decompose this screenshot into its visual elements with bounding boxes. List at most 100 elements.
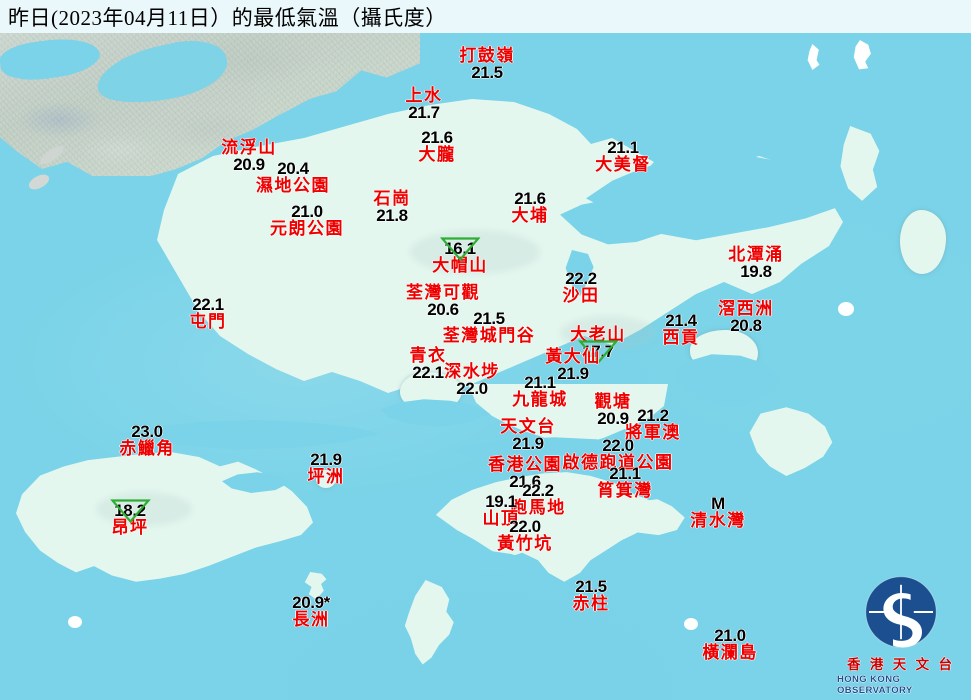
station-value-lau-fau-shan: 20.9 — [233, 155, 265, 174]
station-the-peak[interactable]: 19.1 山頂 — [483, 493, 520, 527]
station-value-hong-kong-park: 21.6 — [509, 472, 541, 491]
station-hong-kong-park[interactable]: 香港公園 21.6 — [488, 456, 562, 490]
station-name-tai-po: 大埔 — [511, 206, 549, 225]
station-name-tates-cairn: 大老山 — [570, 325, 626, 344]
station-value-tai-mei-tuk: 21.1 — [607, 138, 639, 157]
station-value-ngong-ping: 18.2 — [114, 501, 146, 520]
station-name-stanley: 赤柱 — [572, 594, 610, 613]
station-name-tsuen-wan-shing-mun-valley: 荃灣城門谷 — [442, 326, 536, 345]
station-reading-peng-chau: 21.9 — [308, 451, 345, 468]
station-name-sai-kung: 西貢 — [662, 328, 700, 347]
station-tai-po[interactable]: 21.6 大埔 — [512, 190, 549, 224]
station-peng-chau[interactable]: 21.9 坪洲 — [308, 451, 345, 485]
station-value-stanley: 21.5 — [575, 577, 607, 596]
station-reading-happy-valley: 22.2 — [510, 482, 566, 499]
station-value-sheung-shui: 21.7 — [408, 103, 440, 122]
station-value-chek-lap-kok: 23.0 — [131, 422, 163, 441]
station-tuen-mun[interactable]: 22.1 屯門 — [190, 296, 227, 330]
station-reading-lau-fau-shan: 20.9 — [221, 156, 277, 173]
station-lau-fau-shan[interactable]: 流浮山 20.9 — [221, 139, 277, 173]
station-value-sai-kung: 21.4 — [665, 311, 697, 330]
station-stanley[interactable]: 21.5 赤柱 — [573, 578, 610, 612]
station-value-happy-valley: 22.2 — [522, 481, 554, 500]
station-tsuen-wan-shing-mun-valley[interactable]: 21.5 荃灣城門谷 — [443, 310, 536, 344]
station-value-kowloon-city: 21.1 — [524, 373, 556, 392]
station-reading-hko-hq: 21.9 — [500, 435, 556, 452]
station-shek-kong[interactable]: 石崗 21.8 — [374, 190, 411, 224]
station-tai-mei-tuk[interactable]: 21.1 大美督 — [595, 139, 651, 173]
islet-speck-5 — [684, 618, 698, 630]
station-wong-tai-sin[interactable]: 黃大仙 21.9 — [545, 348, 601, 382]
station-name-kwun-tong: 觀塘 — [594, 392, 632, 411]
station-kau-sai-chau[interactable]: 滘西洲 20.8 — [718, 300, 774, 334]
station-value-tsuen-wan-shing-mun-valley: 21.5 — [473, 309, 505, 328]
station-sheung-shui[interactable]: 上水 21.7 — [406, 87, 443, 121]
station-reading-wetland-park: 20.4 — [256, 160, 330, 177]
station-name-wetland-park: 濕地公園 — [256, 176, 330, 195]
station-name-pak-tam-chung: 北潭涌 — [728, 245, 784, 264]
station-value-shek-kong: 21.8 — [376, 206, 408, 225]
station-reading-stanley: 21.5 — [573, 578, 610, 595]
station-value-ta-kwu-ling: 21.5 — [471, 63, 503, 82]
station-name-tsuen-wan-ho-koon: 荃灣可觀 — [406, 283, 480, 302]
station-value-tuen-mun: 22.1 — [192, 295, 224, 314]
station-value-tsing-yi: 22.1 — [412, 363, 444, 382]
station-pak-tam-chung[interactable]: 北潭涌 19.8 — [728, 246, 784, 280]
station-reading-sham-shui-po: 22.0 — [444, 380, 500, 397]
station-name-kau-sai-chau: 滘西洲 — [718, 299, 774, 318]
station-reading-shau-kei-wan: 21.1 — [597, 465, 653, 482]
station-reading-ngong-ping: 18.2 — [110, 498, 150, 523]
station-name-ta-kwu-ling: 打鼓嶺 — [459, 46, 515, 65]
station-kai-tak-runway-park[interactable]: 22.0 啟德跑道公園 — [563, 437, 674, 471]
station-name-shek-kong: 石崗 — [373, 189, 411, 208]
station-value-tai-lung: 21.6 — [421, 128, 453, 147]
station-kwun-tong[interactable]: 觀塘 20.9 — [595, 393, 632, 427]
station-clear-water-bay[interactable]: M 清水灣 — [690, 495, 746, 529]
station-reading-sha-tin: 22.2 — [563, 270, 600, 287]
station-reading-the-peak: 19.1 — [483, 493, 520, 510]
station-ngong-ping[interactable]: 18.2 昂坪 — [110, 498, 150, 536]
station-reading-pak-tam-chung: 19.8 — [728, 263, 784, 280]
station-name-kai-tak-runway-park: 啟德跑道公園 — [562, 453, 674, 472]
station-sai-kung[interactable]: 21.4 西貢 — [663, 312, 700, 346]
islet-speck-3 — [838, 302, 854, 316]
station-value-pak-tam-chung: 19.8 — [740, 262, 772, 281]
landmass-northeast-island-2 — [900, 210, 946, 274]
landmass-peng-chau — [316, 470, 336, 488]
station-chek-lap-kok[interactable]: 23.0 赤鱲角 — [119, 423, 175, 457]
station-sham-shui-po[interactable]: 深水埗 22.0 — [444, 363, 500, 397]
station-value-tai-mo-shan: 16.1 — [444, 239, 476, 258]
station-tsing-yi[interactable]: 青衣 22.1 — [410, 347, 447, 381]
station-tsuen-wan-ho-koon[interactable]: 荃灣可觀 20.6 — [406, 284, 480, 318]
station-name-happy-valley: 跑馬地 — [510, 498, 566, 517]
station-ta-kwu-ling[interactable]: 打鼓嶺 21.5 — [459, 47, 515, 81]
water-silvermine-bay — [222, 472, 292, 493]
station-tseung-kwan-o[interactable]: 21.2 將軍澳 — [625, 407, 681, 441]
station-name-clear-water-bay: 清水灣 — [690, 511, 746, 530]
station-reading-kowloon-city: 21.1 — [512, 374, 568, 391]
station-value-wetland-park: 20.4 — [277, 159, 309, 178]
station-reading-yuen-long-park: 21.0 — [270, 203, 344, 220]
station-yuen-long-park[interactable]: 21.0 元朗公園 — [270, 203, 344, 237]
station-reading-tai-lung: 21.6 — [419, 129, 456, 146]
station-cheung-chau[interactable]: 20.9* 長洲 — [292, 594, 330, 628]
station-tai-mo-shan[interactable]: 16.1 大帽山 — [432, 236, 488, 274]
station-tai-lung[interactable]: 21.6 大朧 — [419, 129, 456, 163]
station-name-waglan-island: 橫瀾島 — [702, 643, 758, 662]
station-reading-cheung-chau: 20.9* — [292, 594, 330, 611]
station-value-clear-water-bay: M — [711, 494, 725, 513]
station-name-wong-tai-sin: 黃大仙 — [545, 347, 601, 366]
station-value-the-peak: 19.1 — [485, 492, 517, 511]
station-waglan-island[interactable]: 21.0 橫瀾島 — [702, 627, 758, 661]
station-sha-tin[interactable]: 22.2 沙田 — [563, 270, 600, 304]
station-value-wong-tai-sin: 21.9 — [557, 364, 589, 383]
station-kowloon-city[interactable]: 21.1 九龍城 — [512, 374, 568, 408]
station-name-tseung-kwan-o: 將軍澳 — [625, 423, 681, 442]
station-wetland-park[interactable]: 20.4 濕地公園 — [256, 160, 330, 194]
islet-speck-4 — [68, 616, 82, 628]
station-happy-valley[interactable]: 22.2 跑馬地 — [510, 482, 566, 516]
station-hko-hq[interactable]: 天文台 21.9 — [500, 418, 556, 452]
station-name-tsing-yi: 青衣 — [409, 346, 447, 365]
station-shau-kei-wan[interactable]: 21.1 筲箕灣 — [597, 465, 653, 499]
station-wong-chuk-hang[interactable]: 22.0 黃竹坑 — [497, 518, 553, 552]
